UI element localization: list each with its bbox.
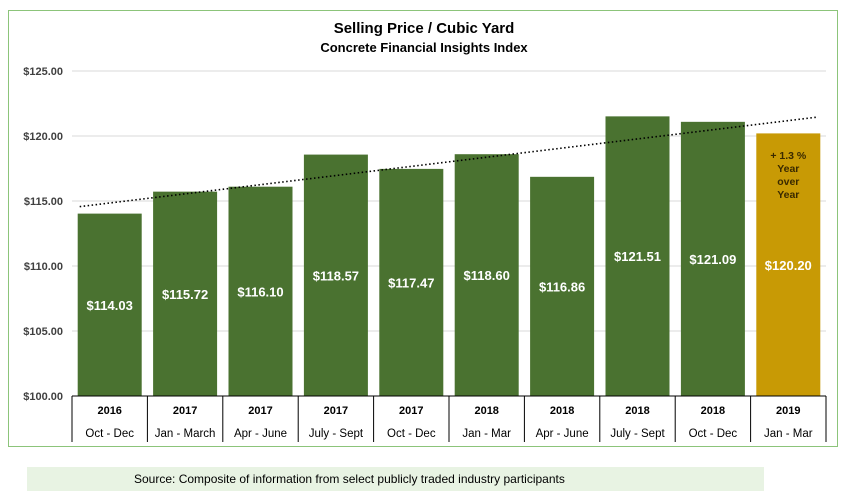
data-label: $120.20 [765, 258, 812, 273]
category-period: July - Sept [610, 428, 665, 440]
category-year: 2017 [248, 405, 272, 417]
category-period: Oct - Dec [387, 428, 436, 440]
bar [454, 154, 519, 396]
category-period: Oct - Dec [689, 428, 738, 440]
data-label: $118.60 [464, 268, 510, 283]
bar [228, 186, 293, 396]
y-tick-label: $105.00 [23, 326, 63, 338]
bar [303, 154, 368, 396]
data-label: $116.10 [237, 284, 283, 299]
data-label: $116.86 [539, 279, 585, 294]
category-period: Apr - June [536, 428, 589, 440]
category-year: 2018 [701, 405, 725, 417]
yoy-annotation: Year [777, 189, 799, 201]
y-tick-label: $100.00 [23, 391, 63, 403]
category-period: Oct - Dec [85, 428, 134, 440]
category-period: Jan - Mar [462, 428, 511, 440]
category-year: 2017 [324, 405, 348, 417]
chart-frame [8, 10, 838, 447]
category-year: 2018 [474, 405, 498, 417]
category-year: 2018 [550, 405, 574, 417]
data-label: $114.03 [87, 298, 133, 313]
category-year: 2019 [776, 405, 800, 417]
y-tick-label: $110.00 [24, 261, 63, 273]
bar [153, 191, 218, 396]
bar [756, 133, 821, 396]
chart-subtitle: Concrete Financial Insights Index [320, 40, 528, 55]
category-year: 2016 [97, 405, 121, 417]
data-label: $115.72 [162, 287, 208, 302]
bar [680, 121, 745, 396]
yoy-annotation: over [777, 176, 799, 188]
trendline [79, 116, 819, 208]
data-label: $118.57 [313, 268, 359, 283]
y-tick-label: $115.00 [24, 196, 63, 208]
chart-title: Selling Price / Cubic Yard [333, 20, 515, 37]
category-period: Apr - June [234, 428, 287, 440]
bar [77, 213, 142, 396]
data-label: $121.09 [689, 252, 736, 267]
source-note: Source: Composite of information from se… [27, 467, 764, 491]
category-year: 2017 [173, 405, 197, 417]
y-tick-label: $125.00 [23, 66, 63, 78]
bar [379, 168, 444, 396]
data-label: $121.51 [614, 249, 661, 264]
category-year: 2018 [625, 405, 649, 417]
bar [605, 116, 670, 397]
category-period: July - Sept [309, 428, 364, 440]
category-year: 2017 [399, 405, 423, 417]
yoy-annotation: Year [777, 163, 799, 175]
data-label: $117.47 [388, 275, 434, 290]
category-period: Jan - Mar [764, 428, 813, 440]
y-tick-label: $120.00 [23, 131, 63, 143]
yoy-annotation: + 1.3 % [770, 150, 807, 162]
category-period: Jan - March [155, 428, 216, 440]
bar [530, 176, 595, 396]
